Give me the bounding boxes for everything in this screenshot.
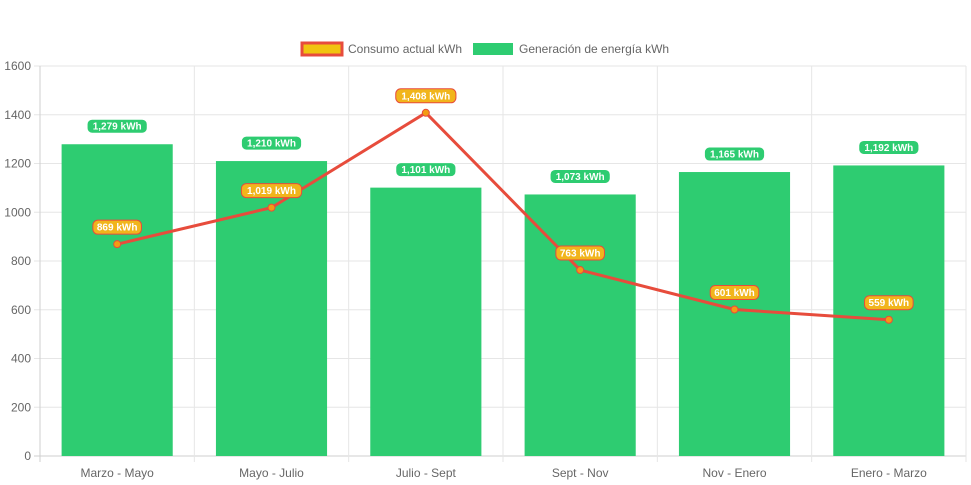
y-tick-label: 800 — [11, 254, 31, 268]
y-tick-label: 1200 — [4, 157, 31, 171]
bar-data-label: 1,279 kWh — [86, 118, 148, 134]
line-data-label-bg — [240, 183, 303, 199]
bar-data-label-bg — [395, 162, 457, 178]
line-data-label-bg — [864, 295, 914, 311]
line-data-label: 601 kWh — [709, 285, 760, 301]
y-axis-ticks: 0 200 400 600 800 1000 1200 1400 1600 — [4, 59, 31, 463]
y-tick-label: 600 — [11, 303, 31, 317]
line-data-label-bg — [92, 219, 142, 235]
x-tick-label: Enero - Marzo — [851, 466, 927, 480]
bar-data-label: 1,073 kWh — [549, 168, 611, 184]
y-tick-label: 1600 — [4, 59, 31, 73]
line-data-label: 1,408 kWh — [395, 88, 457, 104]
x-axis-ticks: Marzo - Mayo Mayo - Julio Julio - Sept Sept… — [80, 466, 927, 480]
line-path — [116, 111, 889, 322]
x-tick-label: Marzo - Mayo — [80, 466, 154, 480]
bar-data-label: 1,165 kWh — [703, 146, 766, 162]
x-tick-label: Sept - Nov — [552, 466, 609, 480]
line-data-label-text: 1,019 kWh — [247, 186, 296, 197]
bar-data-label: 1,101 kWh — [395, 162, 457, 178]
line-data-label-text: 559 kWh — [869, 298, 910, 309]
legend: Consumo actual kWh Generación de energía… — [300, 41, 669, 57]
y-tick-label: 400 — [11, 352, 31, 366]
bar-data-label-text: 1,101 kWh — [401, 165, 450, 176]
y-tick-label: 1000 — [4, 205, 31, 219]
x-tick-label: Julio - Sept — [396, 466, 457, 480]
bar-data-label: 1,210 kWh — [240, 135, 303, 151]
bar[interactable] — [678, 172, 791, 456]
bar-data-label-text: 1,210 kWh — [247, 139, 296, 150]
line-data-label-text: 869 kWh — [97, 223, 138, 234]
bar-data-label-bg — [703, 146, 766, 162]
bar-data-label-text: 1,279 kWh — [93, 122, 142, 133]
line-series — [113, 108, 893, 324]
y-tick-label: 200 — [11, 400, 31, 414]
bar-data-label-text: 1,192 kWh — [864, 143, 913, 154]
line-data-label-text: 601 kWh — [714, 288, 755, 299]
y-tick-label: 0 — [24, 449, 31, 463]
bar-data-label-bg — [240, 135, 303, 151]
bar[interactable] — [370, 187, 482, 456]
bar[interactable] — [833, 165, 945, 456]
legend-label-consumo[interactable]: Consumo actual kWh — [348, 42, 462, 56]
line-data-label: 1,019 kWh — [240, 183, 303, 199]
bar-data-label-text: 1,073 kWh — [556, 172, 605, 183]
legend-swatch-consumo[interactable] — [300, 41, 344, 57]
line-point[interactable] — [576, 266, 585, 275]
bar[interactable] — [61, 144, 173, 456]
bar-series — [61, 144, 945, 457]
line-data-label: 559 kWh — [864, 295, 914, 311]
line-data-label-bg — [555, 245, 605, 261]
x-tick-label: Mayo - Julio — [239, 466, 304, 480]
bar-data-label-text: 1,165 kWh — [710, 150, 759, 161]
bar-data-label-bg — [858, 139, 920, 155]
bar-data-label-bg — [86, 118, 148, 134]
x-tick-label: Nov - Enero — [702, 466, 766, 480]
bar-data-label-bg — [549, 168, 611, 184]
line-point[interactable] — [730, 305, 739, 314]
line-point[interactable] — [884, 315, 893, 324]
line-data-label-bg — [395, 88, 457, 104]
line-data-label-text: 1,408 kWh — [401, 91, 450, 102]
legend-label-generacion[interactable]: Generación de energía kWh — [519, 42, 669, 56]
line-point[interactable] — [113, 240, 122, 249]
y-tick-label: 1400 — [4, 108, 31, 122]
bar[interactable] — [524, 194, 636, 457]
line-data-label: 763 kWh — [555, 245, 605, 261]
grid — [34, 65, 967, 462]
line-data-label-text: 763 kWh — [560, 249, 601, 260]
line-point[interactable] — [267, 203, 276, 212]
line-data-label-bg — [709, 285, 760, 301]
line-data-label: 869 kWh — [92, 219, 142, 235]
legend-swatch-generacion[interactable] — [473, 43, 513, 55]
data-labels: 1,279 kWh 1,210 kWh 1,101 kWh 1,073 kWh 1,16… — [86, 88, 920, 311]
line-point[interactable] — [421, 108, 430, 117]
bar-data-label: 1,192 kWh — [858, 139, 920, 155]
